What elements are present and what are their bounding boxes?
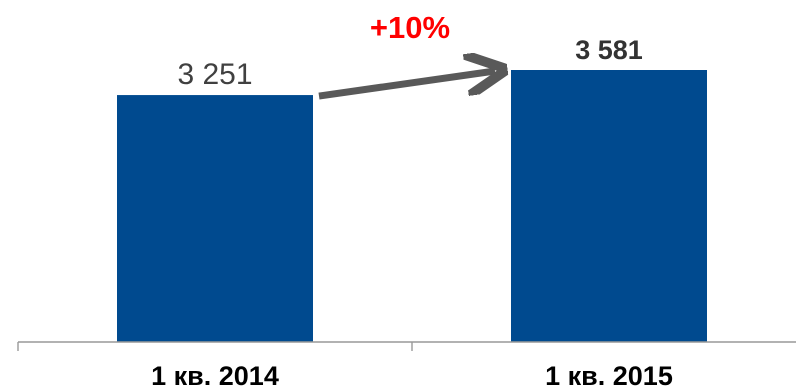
growth-percent-label: +10% <box>370 10 450 45</box>
data-label-1: 3 251 <box>177 58 252 91</box>
x-tick-label-2: 1 кв. 2015 <box>545 361 673 386</box>
bar-1 <box>117 95 313 343</box>
data-label-2: 3 581 <box>575 35 643 65</box>
bars-layer <box>117 70 707 343</box>
x-tick-label-1: 1 кв. 2014 <box>151 361 279 386</box>
growth-annotation: +10% <box>318 10 495 100</box>
x-axis <box>17 341 796 351</box>
growth-arrow <box>318 71 495 100</box>
labels-layer: 1 кв. 2014 3 251 1 кв. 2015 3 581 <box>151 35 673 386</box>
bar-2 <box>511 70 707 342</box>
